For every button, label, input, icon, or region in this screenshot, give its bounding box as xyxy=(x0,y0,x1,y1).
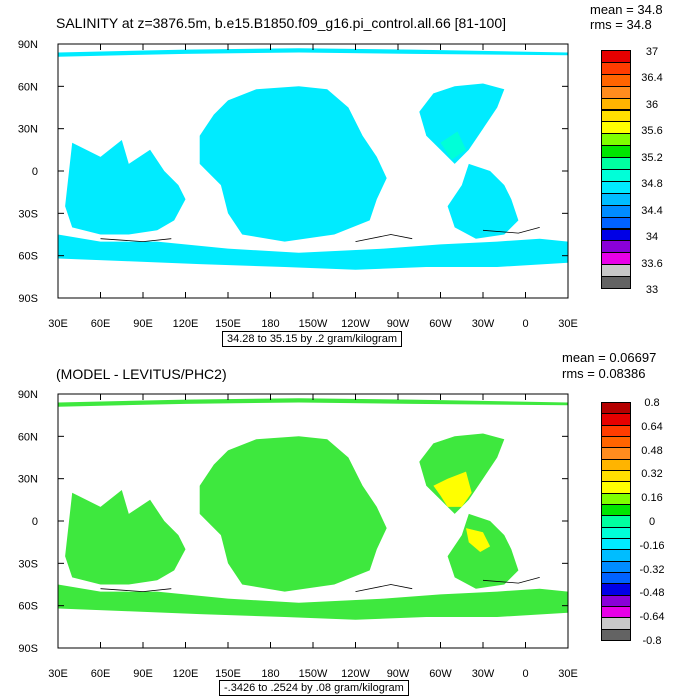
difference-title: (MODEL - LEVITUS/PHC2) xyxy=(56,366,227,382)
lon-label: 120W xyxy=(341,668,370,680)
colorbar-label: 36.4 xyxy=(641,72,663,85)
lat-label: 90N xyxy=(18,39,38,51)
difference-rms: rms = 0.08386 xyxy=(562,366,646,381)
ocean-fill-group xyxy=(58,398,568,620)
colorbar-label: -0.8 xyxy=(642,635,662,647)
colorbar-label: 37 xyxy=(645,46,659,58)
colorbar-swatch xyxy=(601,276,631,289)
lat-label: 90N xyxy=(18,389,38,401)
colorbar-label: 33.6 xyxy=(641,257,663,270)
lon-label: 120E xyxy=(173,318,199,330)
salinity-title: SALINITY at z=3876.5m, b.e15.B1850.f09_g… xyxy=(56,15,506,31)
lon-label: 60E xyxy=(91,668,111,680)
lat-label: 30S xyxy=(18,558,38,570)
lon-label: 120W xyxy=(341,318,370,330)
contour-line xyxy=(100,238,172,243)
ocean-anomaly-region xyxy=(433,471,472,507)
lon-label: 150E xyxy=(215,668,241,680)
ocean-region xyxy=(447,513,519,589)
lon-label: 60E xyxy=(91,318,111,330)
colorbar-label: 0.16 xyxy=(641,492,663,505)
lon-label: 60W xyxy=(429,668,452,680)
salinity-mean: mean = 34.8 xyxy=(590,2,663,17)
lon-label: 30E xyxy=(558,668,578,680)
colorbar-label: 34.8 xyxy=(641,178,663,191)
colorbar-label: -0.32 xyxy=(639,563,665,576)
contour-line xyxy=(355,584,413,592)
salinity-panel: SALINITY at z=3876.5m, b.e15.B1850.f09_g… xyxy=(18,2,663,347)
colorbar-label: 0.32 xyxy=(641,468,663,481)
colorbar-label: 35.6 xyxy=(641,125,663,138)
salinity-map: 90N 60N 30N 0 30S 60S 90S 30E 60E 90E 120E 150E 180 1… xyxy=(18,39,578,330)
lat-label: 60S xyxy=(18,601,38,613)
lon-label: 90W xyxy=(387,668,410,680)
lat-label: 60N xyxy=(18,81,38,93)
lat-label: 60N xyxy=(18,431,38,443)
difference-contour-info: -.3426 to .2524 by .08 gram/kilogram xyxy=(219,680,409,696)
lon-label: 0 xyxy=(522,668,528,680)
colorbar-label: 36 xyxy=(645,98,659,111)
ocean-region xyxy=(58,48,568,57)
lon-label: 30W xyxy=(472,318,495,330)
salinity-rms: rms = 34.8 xyxy=(590,17,652,32)
ocean-region xyxy=(447,163,519,239)
lon-label: 30E xyxy=(48,318,68,330)
lon-label: 90E xyxy=(133,318,153,330)
colorbar-label: 0 xyxy=(648,516,656,528)
ocean-region xyxy=(58,584,568,620)
lat-label: 90S xyxy=(18,643,38,655)
ocean-region xyxy=(65,140,186,235)
ocean-region xyxy=(199,86,387,242)
difference-panel: (MODEL - LEVITUS/PHC2) mean = 0.06697 rm… xyxy=(0,350,700,700)
ocean-region xyxy=(58,398,568,407)
colorbar-label: 0.64 xyxy=(641,420,663,433)
contour-line xyxy=(482,227,540,234)
colorbar-label: 0.48 xyxy=(641,444,663,457)
lon-label: 120E xyxy=(173,668,199,680)
colorbar-label: -0.16 xyxy=(639,539,665,552)
colorbar-label: -0.64 xyxy=(639,611,665,624)
colorbar-swatch xyxy=(601,628,631,641)
salinity-contour-info: 34.28 to 35.15 by .2 gram/kilogram xyxy=(222,331,402,347)
lon-label: 90E xyxy=(133,668,153,680)
difference-map: 90N 60N 30N 0 30S 60S 90S 30E 60E 90E 120E 150E 180 1… xyxy=(18,389,578,680)
lat-label: 0 xyxy=(32,516,38,528)
difference-mean: mean = 0.06697 xyxy=(562,350,657,365)
lat-label: 60S xyxy=(18,251,38,263)
lat-label: 90S xyxy=(18,293,38,305)
lon-label: 180 xyxy=(261,318,279,330)
colorbar-label: 34 xyxy=(645,231,659,244)
lon-label: 180 xyxy=(261,668,279,680)
lat-label: 30N xyxy=(18,474,38,486)
ocean-region xyxy=(419,83,505,164)
ocean-anomaly-region xyxy=(440,131,466,160)
lat-label: 30S xyxy=(18,208,38,220)
ocean-anomaly-region xyxy=(466,528,491,552)
ocean-region xyxy=(199,436,387,592)
lon-label: 30W xyxy=(472,668,495,680)
lon-label: 60W xyxy=(429,318,452,330)
ocean-fill-group xyxy=(58,48,568,270)
lon-label: 30E xyxy=(48,668,68,680)
lon-label: 150E xyxy=(215,318,241,330)
lon-label: 0 xyxy=(522,318,528,330)
colorbar-label: 34.4 xyxy=(641,204,663,217)
lon-label: 150W xyxy=(299,318,328,330)
lat-label: 30N xyxy=(18,124,38,136)
ocean-region xyxy=(58,234,568,270)
lat-label: 0 xyxy=(32,166,38,178)
colorbar-label: 35.2 xyxy=(641,151,663,164)
lon-label: 150W xyxy=(299,668,328,680)
lon-label: 30E xyxy=(558,318,578,330)
contour-line xyxy=(100,588,172,593)
colorbar-label: 33 xyxy=(645,284,659,296)
ocean-region xyxy=(65,490,186,585)
colorbar-label: 0.8 xyxy=(644,397,660,409)
colorbar-label: -0.48 xyxy=(639,587,665,600)
lon-label: 90W xyxy=(387,318,410,330)
contour-line xyxy=(355,234,413,242)
contour-line xyxy=(482,577,540,584)
